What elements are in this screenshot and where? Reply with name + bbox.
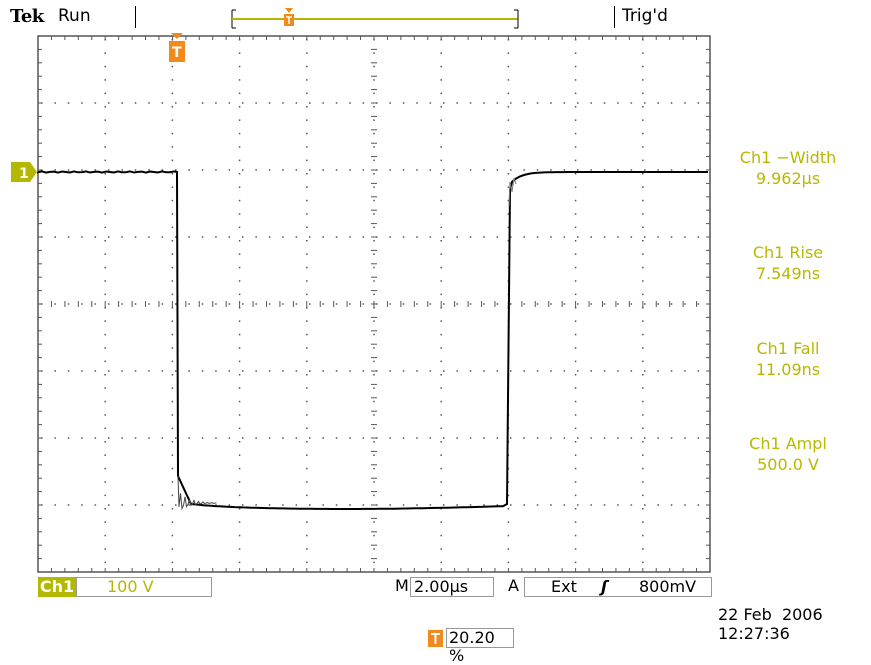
record-view-bar[interactable] xyxy=(228,8,524,30)
measurement-label: Ch1 Ampl xyxy=(749,434,827,453)
trigger-readout[interactable]: Ext ʃ 800mV xyxy=(524,577,712,597)
trigger-position-icon xyxy=(428,630,443,647)
timebase-label: M xyxy=(395,576,409,595)
time-text: 12:27:36 xyxy=(718,624,790,643)
measurement-value: 500.0 V xyxy=(757,455,819,474)
date-text: 22 Feb 2006 xyxy=(718,605,823,624)
measurement-fall: Ch1 Fall 11.09ns xyxy=(718,338,858,380)
channel-marker-label: 1 xyxy=(19,166,29,182)
measurement-value: 9.962µs xyxy=(755,169,821,188)
view-trigger-pointer-icon xyxy=(285,8,293,13)
measurement-label: Ch1 Fall xyxy=(756,339,820,358)
measurement-value: 11.09ns xyxy=(755,360,821,379)
trigger-marker-label: T xyxy=(172,45,182,61)
rising-edge-icon: ʃ xyxy=(601,577,608,596)
measurement-label: Ch1 Rise xyxy=(752,243,824,262)
ch1-rise-edge xyxy=(508,177,517,207)
trigger-mode-label: A xyxy=(508,576,519,595)
measurement-amplitude: Ch1 Ampl 500.0 V xyxy=(718,433,858,475)
trigger-position-readout[interactable]: 20.20 % xyxy=(446,628,514,665)
datetime-display: 22 Feb 2006 12:27:36 xyxy=(718,605,823,643)
trigger-position-marker[interactable]: T xyxy=(169,33,185,62)
top-status-bar: Tek Run Trig'd xyxy=(0,0,871,34)
timebase-readout[interactable]: 2.00µs xyxy=(410,577,494,597)
waveform-display[interactable]: 1 T xyxy=(0,30,720,578)
measurement-value: 7.549ns xyxy=(755,264,821,283)
divider xyxy=(135,6,136,28)
ch1-waveform-trace xyxy=(37,170,708,510)
measurement-width: Ch1 −Width 9.962µs xyxy=(718,147,858,189)
trigger-level: 800mV xyxy=(639,577,697,596)
ch1-fall-ringing xyxy=(177,475,217,511)
graticule-grid xyxy=(41,39,700,564)
acquisition-state: Run xyxy=(58,6,91,26)
ch1-ground-marker[interactable]: 1 xyxy=(11,162,37,182)
brand-logo: Tek xyxy=(10,6,44,27)
trigger-state: Trig'd xyxy=(622,6,668,26)
volts-per-div-readout[interactable]: 100 V xyxy=(76,577,212,597)
measurement-rise: Ch1 Rise 7.549ns xyxy=(718,242,858,284)
channel-tag[interactable]: Ch1 xyxy=(38,577,76,597)
trigger-source: Ext xyxy=(551,577,577,596)
divider xyxy=(614,6,615,28)
measurement-label: Ch1 −Width xyxy=(739,148,837,167)
graticule-center-ticks xyxy=(37,35,710,573)
